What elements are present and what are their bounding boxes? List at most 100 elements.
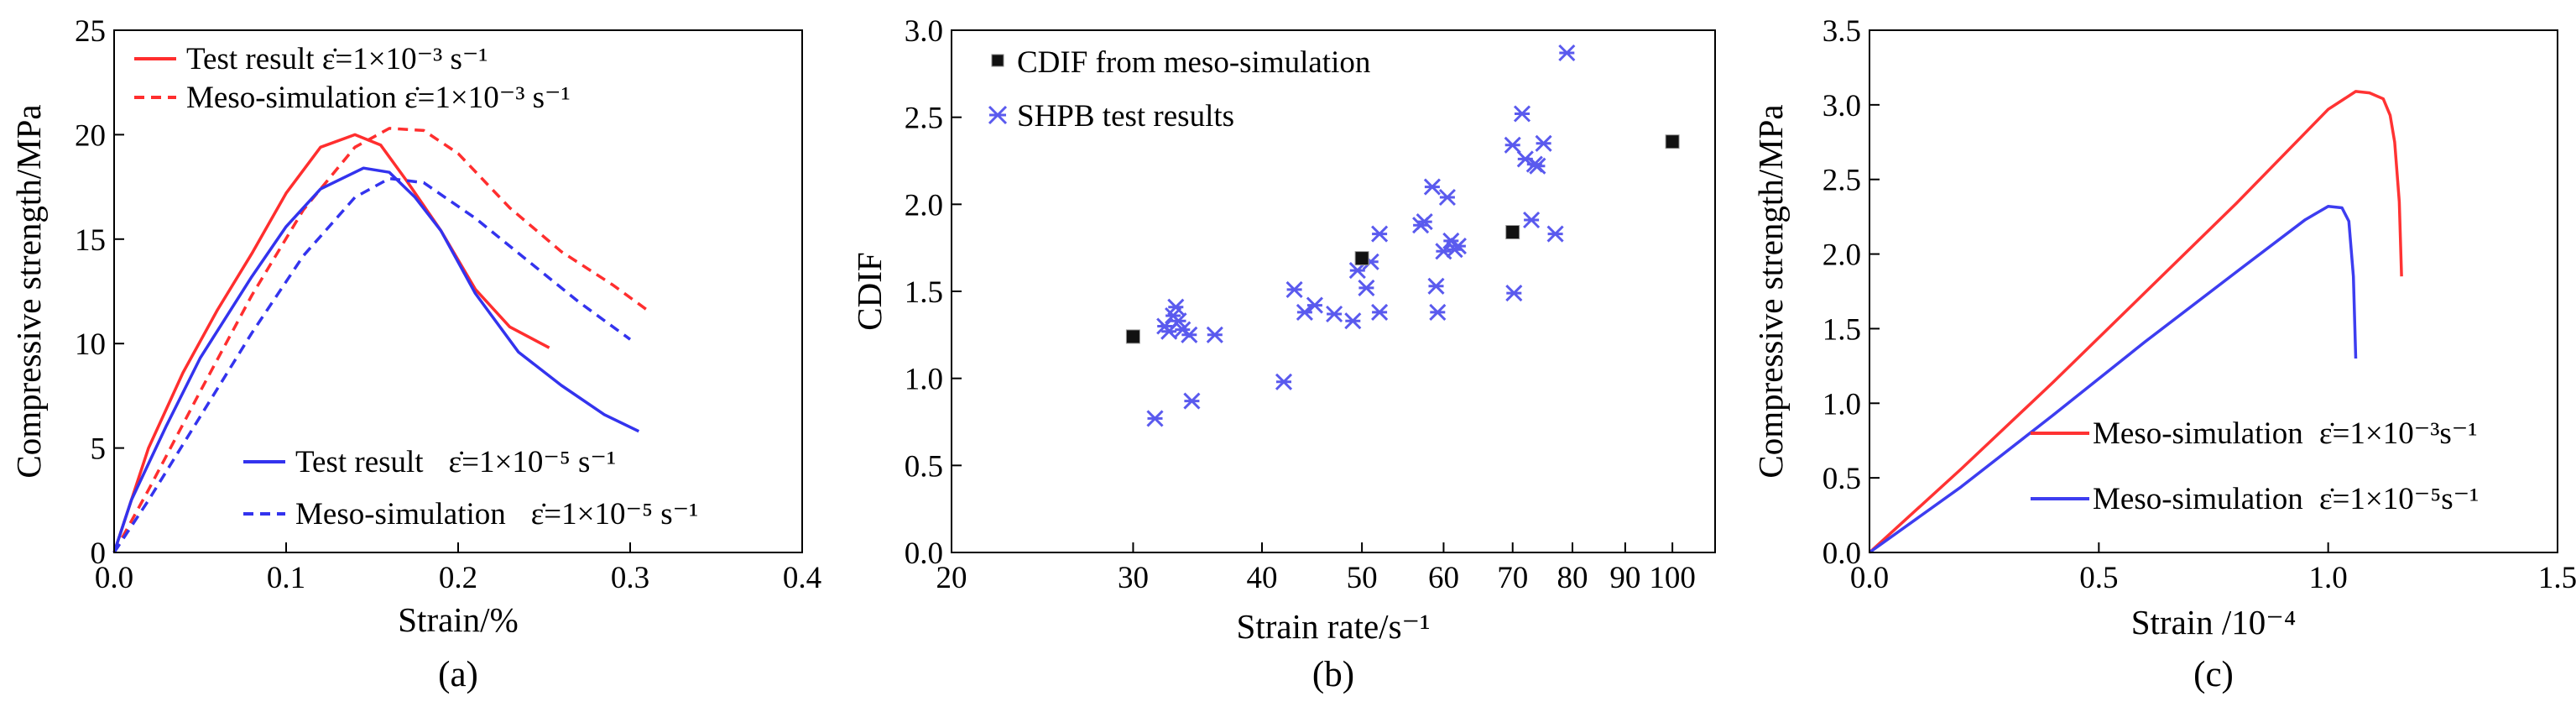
- y-tick-label: 5: [91, 432, 107, 467]
- chart-c-panel-label: (c): [2193, 655, 2234, 694]
- legend-label-c-1e-5: Meso-simulation ε̇=1×10⁻⁵s⁻¹: [2093, 482, 2479, 516]
- legend-label-meso-1e-5: Meso-simulation ε̇=1×10⁻⁵ s⁻¹: [295, 497, 698, 531]
- x-tick-label: 0.0: [95, 561, 133, 595]
- scatter-point-shpb: [1523, 211, 1541, 229]
- chart-c-series: [1868, 90, 2403, 554]
- legend-label-c-1e-3: Meso-simulation ε̇=1×10⁻³s⁻¹: [2093, 416, 2477, 451]
- chart-c-legend: Meso-simulation ε̇=1×10⁻³s⁻¹ Meso-simula…: [2031, 416, 2479, 516]
- scatter-point-shpb: [1416, 213, 1433, 231]
- scatter-point-cdif: [1505, 225, 1520, 239]
- x-tick-label: 0.4: [783, 561, 821, 595]
- scatter-point-shpb: [1206, 326, 1223, 343]
- x-tick-label: 100: [1649, 561, 1696, 595]
- chart-b-panel-label: (b): [1312, 655, 1354, 694]
- series-line-3: [112, 176, 632, 553]
- scatter-point-shpb: [1505, 285, 1523, 302]
- y-tick-label: 0.0: [1822, 537, 1861, 571]
- chart-a-legend-bottom: Test result ε̇=1×10⁻⁵ s⁻¹ Meso-simulation…: [243, 445, 698, 531]
- x-tick-label: 0.0: [1850, 561, 1889, 595]
- legend-label-test-1e-5: Test result ε̇=1×10⁻⁵ s⁻¹: [295, 445, 616, 479]
- legend-marker-cdif-square: [991, 54, 1004, 67]
- legend-label-meso-1e-3: Meso-simulation ε̇=1×10⁻³ s⁻¹: [186, 81, 571, 115]
- scatter-point-shpb: [1558, 44, 1576, 62]
- legend-label-shpb: SHPB test results: [1017, 99, 1234, 134]
- scatter-point-shpb: [1546, 225, 1564, 243]
- chart-a-panel-label: (a): [438, 655, 478, 694]
- y-tick-label: 0.0: [905, 537, 943, 571]
- series-line-0: [1868, 90, 2403, 554]
- y-tick-label: 3.0: [1822, 89, 1861, 123]
- chart-b-series: [1125, 44, 1680, 427]
- x-tick-label: 70: [1497, 561, 1528, 595]
- x-tick-label: 0.2: [439, 561, 477, 595]
- scatter-point-cdif: [1354, 251, 1369, 266]
- y-tick-label: 0.5: [1822, 462, 1861, 496]
- legend-marker-shpb-asterisk: [988, 105, 1008, 125]
- scatter-point-shpb: [1285, 280, 1303, 298]
- chart-c-ylabel: Compressive strength/MPa: [1751, 104, 1790, 478]
- y-tick-label: 1.5: [1822, 312, 1861, 347]
- scatter-point-shpb: [1275, 373, 1293, 390]
- scatter-point-shpb: [1449, 238, 1467, 255]
- y-tick-label: 3.0: [905, 14, 943, 49]
- chart-a-xlabel: Strain/%: [398, 600, 518, 639]
- scatter-point-shpb: [1306, 296, 1323, 314]
- chart-b-ticks: 20 30 40 50 60 70 80 90 100 0.0 0.5 1.0 1.5 2.0 2.5 3.0: [905, 14, 1696, 595]
- y-tick-label: 3.5: [1822, 14, 1861, 49]
- y-tick-label: 0: [91, 537, 107, 571]
- chart-a-ylabel: Compressive strength/MPa: [9, 104, 48, 478]
- series-line-2: [112, 166, 640, 553]
- scatter-point-cdif: [1665, 134, 1680, 149]
- scatter-point-shpb: [1358, 279, 1375, 296]
- scatter-point-shpb: [1529, 157, 1546, 175]
- scatter-point-shpb: [1181, 326, 1198, 343]
- scatter-point-shpb: [1344, 312, 1362, 330]
- y-tick-label: 1.0: [905, 363, 943, 397]
- chart-a-frame: [113, 29, 803, 553]
- legend-label-test-1e-3: Test result ε̇=1×10⁻³ s⁻¹: [186, 42, 488, 76]
- chart-c: 0.0 0.5 1.0 1.5 0.0 0.5 1.0 1.5 2.0 2.5 3.0 3.5 Com…: [1751, 14, 2576, 694]
- y-tick-label: 2.0: [905, 188, 943, 222]
- y-tick-label: 2.5: [905, 102, 943, 136]
- chart-a: 0.0 0.1 0.2 0.3 0.4 0 5 10 15 20 25 Compressive st…: [9, 14, 821, 694]
- chart-c-xlabel: Strain /10⁻⁴: [2131, 603, 2297, 641]
- scatter-point-shpb: [1513, 105, 1531, 123]
- y-tick-label: 2.0: [1822, 238, 1861, 273]
- y-tick-label: 1.0: [1822, 387, 1861, 421]
- y-tick-label: 25: [75, 14, 106, 49]
- scatter-point-shpb: [1371, 303, 1389, 321]
- y-tick-label: 10: [75, 327, 106, 362]
- y-tick-label: 0.5: [905, 449, 943, 484]
- series-line-0: [112, 133, 550, 553]
- chart-a-series: [112, 127, 649, 553]
- scatter-point-cdif: [1125, 329, 1140, 344]
- scatter-point-shpb: [1535, 134, 1552, 152]
- x-tick-label: 20: [936, 561, 967, 595]
- x-tick-label: 30: [1118, 561, 1149, 595]
- y-tick-label: 1.5: [905, 275, 943, 310]
- scatter-point-shpb: [1296, 303, 1313, 321]
- chart-b-ylabel: CDIF: [850, 252, 889, 330]
- y-tick-label: 15: [75, 223, 106, 258]
- y-tick-label: 2.5: [1822, 164, 1861, 198]
- chart-a-legend-top: Test result ε̇=1×10⁻³ s⁻¹ Meso-simulatio…: [134, 42, 571, 115]
- x-tick-label: 60: [1428, 561, 1459, 595]
- x-tick-label: 1.5: [2538, 561, 2576, 595]
- scatter-point-shpb: [1170, 312, 1187, 330]
- chart-c-frame: [1869, 29, 2558, 553]
- x-tick-label: 80: [1557, 561, 1588, 595]
- x-tick-label: 50: [1347, 561, 1378, 595]
- chart-c-ticks: 0.0 0.5 1.0 1.5 0.0 0.5 1.0 1.5 2.0 2.5 3.0 3.5: [1822, 14, 2576, 595]
- scatter-point-shpb: [1371, 225, 1389, 243]
- x-tick-label: 0.5: [2079, 561, 2118, 595]
- scatter-point-shpb: [1438, 188, 1456, 207]
- chart-b-legend: CDIF from meso-simulation SHPB test resu…: [988, 45, 1370, 134]
- scatter-point-shpb: [1427, 277, 1445, 295]
- chart-a-ticks: 0.0 0.1 0.2 0.3 0.4 0 5 10 15 20 25: [75, 14, 821, 595]
- scatter-point-shpb: [1423, 178, 1441, 196]
- chart-b: 20 30 40 50 60 70 80 90 100 0.0 0.5 1.0 1.5 2.0 2.5 3.0…: [850, 14, 1716, 694]
- scatter-point-shpb: [1429, 303, 1447, 321]
- legend-label-cdif: CDIF from meso-simulation: [1017, 45, 1370, 80]
- chart-b-frame: [951, 29, 1716, 553]
